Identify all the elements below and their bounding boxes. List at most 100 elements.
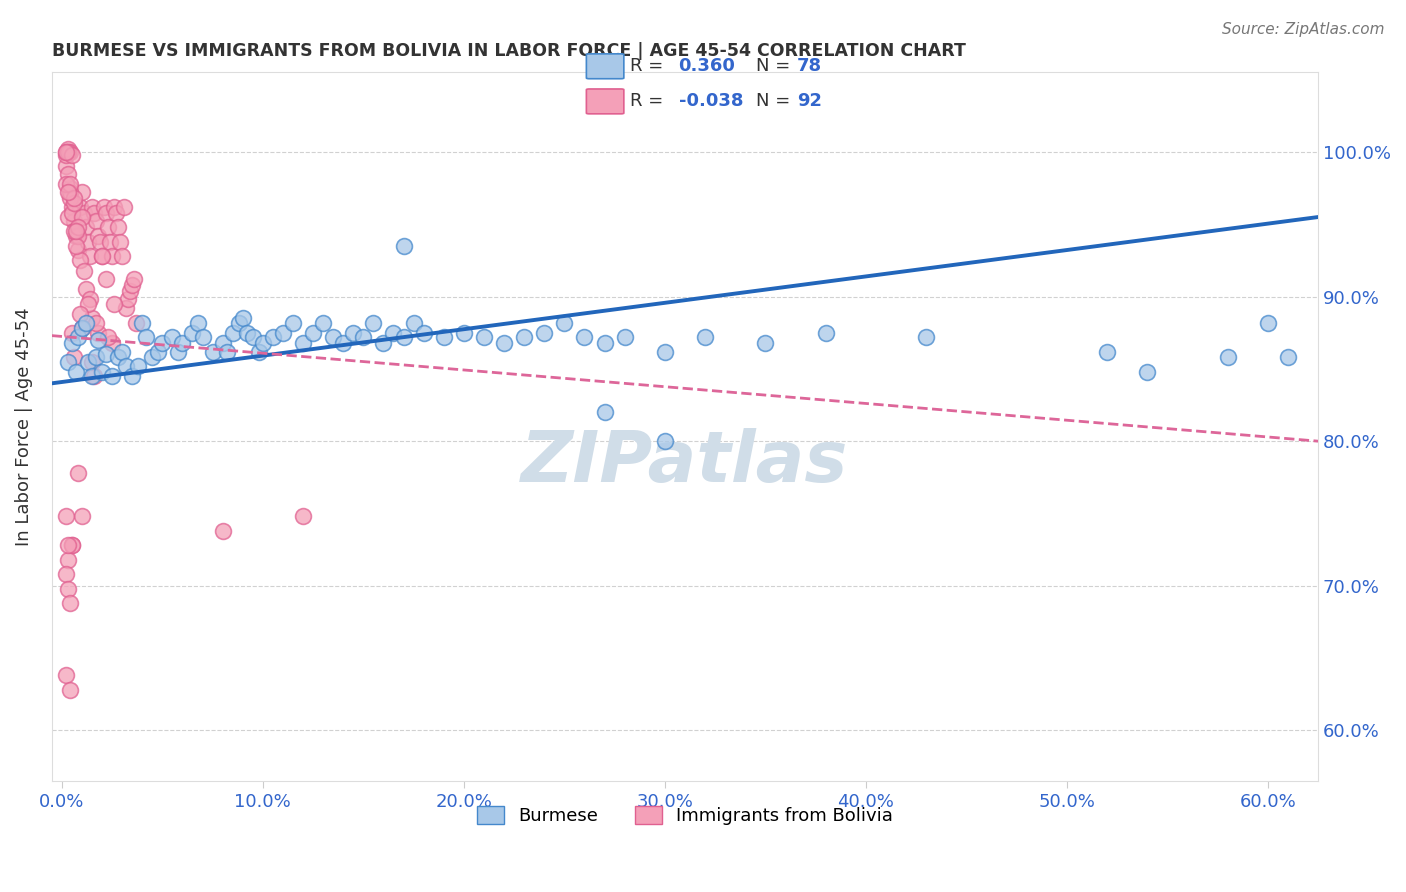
Text: -0.038: -0.038 [679, 93, 744, 111]
Point [513, 330, 536, 344]
Point [60, 538, 83, 552]
Point [55, 145, 77, 159]
Point [115, 359, 138, 373]
Point [181, 326, 204, 340]
Point [65, 225, 87, 239]
Point [242, 330, 264, 344]
Point [65, 228, 87, 243]
Point [271, 326, 294, 340]
Point [172, 335, 194, 350]
FancyBboxPatch shape [586, 54, 624, 78]
Point [121, 278, 143, 293]
Point [70, 321, 93, 335]
Point [77, 297, 100, 311]
Point [70, 210, 93, 224]
Point [453, 326, 475, 340]
Point [433, 330, 456, 344]
Point [65, 239, 87, 253]
Point [103, 200, 125, 214]
Point [97, 330, 120, 344]
Point [1277, 351, 1299, 365]
Point [69, 200, 91, 214]
Point [93, 200, 115, 214]
Point [56, 210, 79, 224]
Point [75, 316, 97, 330]
Point [232, 311, 254, 326]
Point [117, 293, 139, 307]
Point [66, 228, 89, 243]
Point [56, 538, 79, 552]
Point [94, 347, 117, 361]
Point [1136, 365, 1159, 379]
Text: R =: R = [630, 93, 662, 111]
Point [382, 326, 405, 340]
Point [115, 301, 138, 315]
Point [59, 191, 82, 205]
Point [121, 369, 143, 384]
Point [89, 235, 111, 249]
Point [80, 311, 103, 326]
Point [392, 239, 415, 253]
Point [83, 369, 105, 384]
Point [593, 335, 616, 350]
Point [215, 344, 238, 359]
Point [120, 284, 142, 298]
Point [402, 316, 425, 330]
Point [77, 235, 100, 249]
Point [56, 582, 79, 596]
Point [63, 195, 86, 210]
Point [55, 145, 77, 159]
Point [292, 335, 315, 350]
Point [59, 177, 82, 191]
Point [363, 316, 385, 330]
Point [1095, 344, 1118, 359]
Point [60, 205, 83, 219]
Point [56, 145, 79, 159]
Point [211, 335, 233, 350]
Point [332, 335, 354, 350]
Point [281, 316, 304, 330]
Point [754, 335, 776, 350]
Point [70, 186, 93, 200]
Point [162, 330, 184, 344]
Point [108, 235, 131, 249]
Point [392, 330, 415, 344]
Point [55, 567, 77, 582]
Point [131, 316, 153, 330]
Point [56, 553, 79, 567]
Text: 78: 78 [797, 57, 823, 75]
Point [148, 344, 170, 359]
Point [247, 344, 270, 359]
Point [55, 177, 77, 191]
Point [87, 333, 110, 347]
Point [693, 330, 716, 344]
Point [111, 249, 134, 263]
Point [55, 148, 77, 162]
Point [55, 160, 77, 174]
Point [127, 359, 149, 373]
Point [94, 272, 117, 286]
Point [56, 145, 79, 159]
Point [613, 330, 636, 344]
Point [654, 434, 676, 449]
Point [211, 524, 233, 538]
Point [191, 330, 214, 344]
Point [56, 354, 79, 368]
Point [1257, 316, 1279, 330]
Point [66, 466, 89, 480]
Point [167, 344, 190, 359]
Text: ZIPatlas: ZIPatlas [522, 427, 849, 497]
Point [107, 351, 129, 365]
Point [63, 351, 86, 365]
Point [60, 335, 83, 350]
Point [55, 509, 77, 524]
Legend: Burmese, Immigrants from Bolivia: Burmese, Immigrants from Bolivia [477, 805, 893, 825]
Point [69, 307, 91, 321]
Point [103, 297, 125, 311]
Point [91, 365, 114, 379]
Point [84, 316, 107, 330]
Point [97, 220, 120, 235]
Point [187, 316, 209, 330]
Point [150, 335, 173, 350]
FancyBboxPatch shape [586, 89, 624, 114]
